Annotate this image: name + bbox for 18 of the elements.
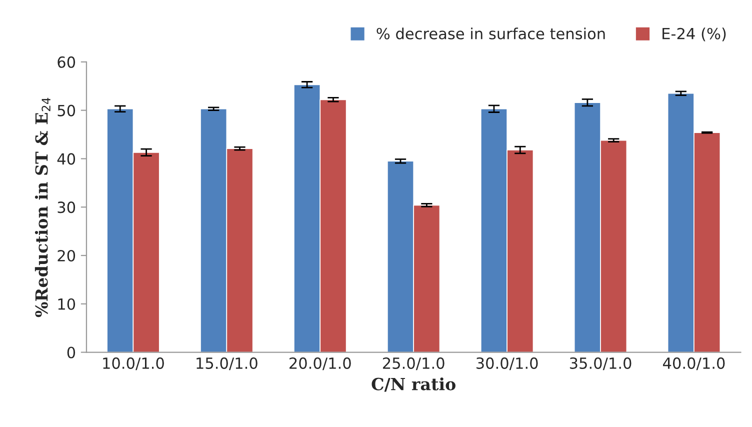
y-tick-label: 30 xyxy=(58,202,76,214)
x-tick-label: 25.0/1.0 xyxy=(382,357,444,370)
x-tick-label: 35.0/1.0 xyxy=(570,357,632,370)
y-tick-label: 40 xyxy=(57,153,76,165)
x-axis-title: C/N ratio xyxy=(372,377,456,392)
y-tick-label: 10 xyxy=(58,298,76,310)
legend-label: % decrease in surface tension xyxy=(376,28,605,40)
y-tick-label: 20 xyxy=(58,250,76,262)
x-tick-label: 40.0/1.0 xyxy=(663,357,725,370)
y-tick-label: 60 xyxy=(58,56,76,68)
x-tick-label: 20.0/1.0 xyxy=(290,357,351,370)
x-tick-label: 30.0/1.0 xyxy=(476,357,538,370)
y-axis-title: %Reduction in ST & E$_{24}$ xyxy=(34,98,50,318)
x-tick-label: 15.0/1.0 xyxy=(196,357,258,370)
x-tick-label: 10.0/1.0 xyxy=(103,357,164,370)
y-tick-label: 0 xyxy=(67,346,76,358)
y-tick-label: 50 xyxy=(58,104,76,116)
legend-label: E-24 (%) xyxy=(662,28,726,42)
